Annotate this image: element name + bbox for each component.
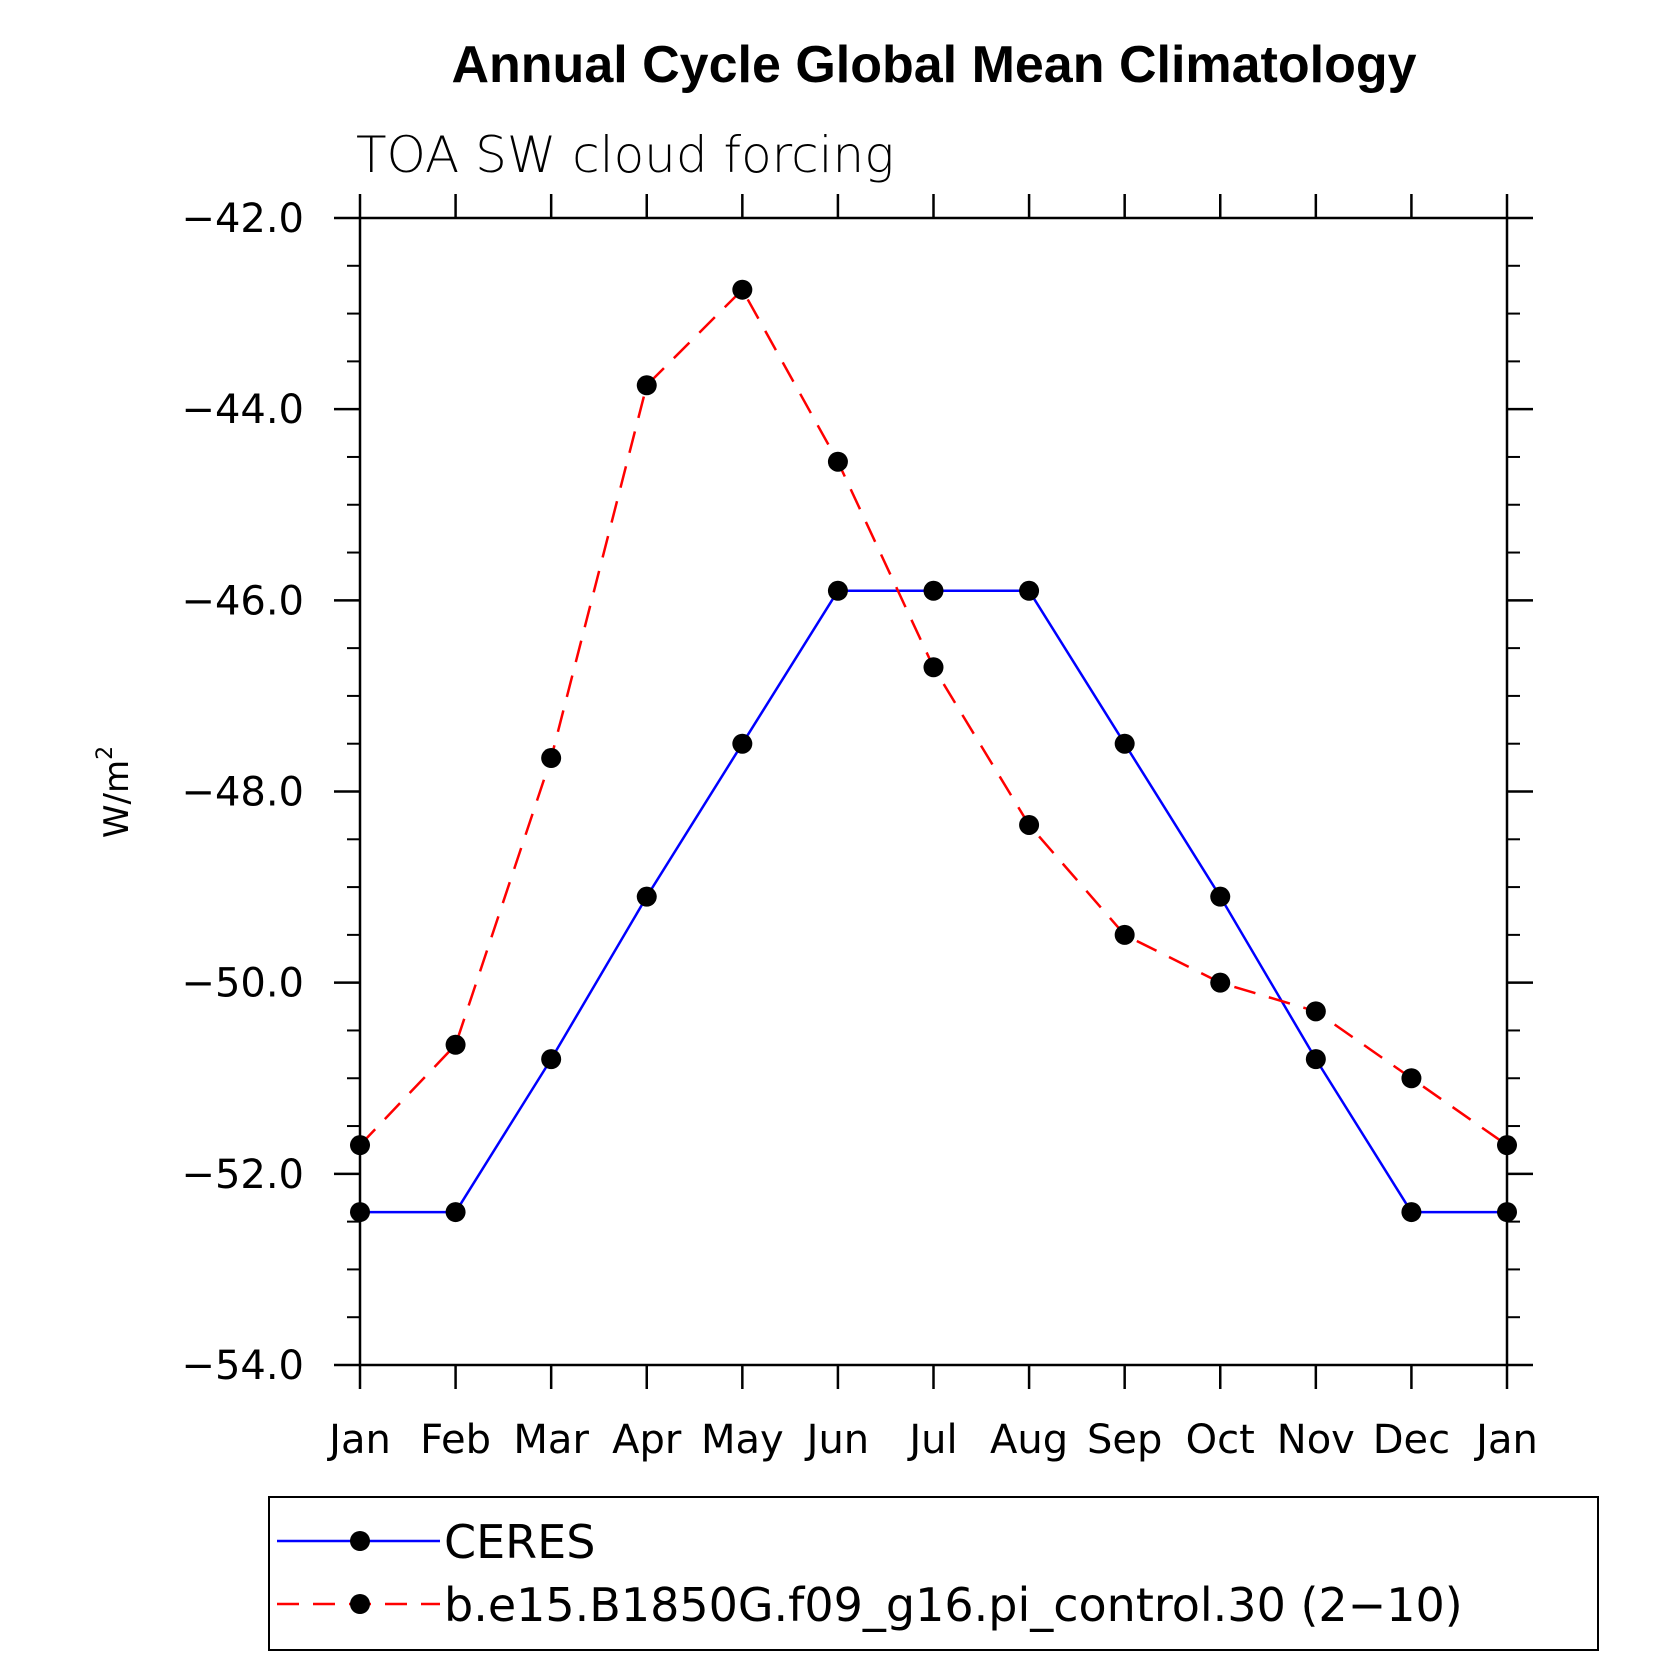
legend-marker — [350, 1594, 370, 1614]
x-tick-label: May — [701, 1417, 784, 1463]
series-line-0 — [360, 589, 1507, 1214]
x-tick-label: Feb — [420, 1417, 491, 1463]
x-tick-label: Apr — [612, 1417, 682, 1463]
svg-text:W/m2: W/m2 — [93, 746, 137, 838]
x-tick-label: Nov — [1277, 1417, 1355, 1463]
data-point — [827, 451, 848, 472]
x-tick-label: Mar — [513, 1417, 589, 1463]
data-point — [827, 580, 848, 601]
series-layer — [350, 279, 1517, 1223]
data-point — [732, 733, 753, 754]
y-axis-label: W/m2 — [93, 746, 137, 838]
legend-marker — [350, 1531, 370, 1551]
x-tick-label: Dec — [1373, 1417, 1450, 1463]
data-point — [1019, 580, 1040, 601]
y-tick-label: −50.0 — [181, 961, 304, 1007]
legend: CERES b.e15.B1850G.f09_g16.pi_control.30 … — [268, 1496, 1599, 1651]
data-point — [1210, 972, 1231, 993]
data-point — [1305, 1049, 1326, 1070]
data-point — [732, 279, 753, 300]
data-point — [636, 886, 657, 907]
data-point — [1401, 1202, 1422, 1223]
axes: Jan Feb Mar Apr May Jun Jul Aug Sep Oct Nov Dec Jan−… — [181, 194, 1538, 1463]
data-point — [923, 657, 944, 678]
legend-box — [268, 1496, 1599, 1651]
data-point — [1114, 924, 1135, 945]
data-point — [636, 375, 657, 396]
data-point — [923, 580, 944, 601]
x-tick-label: Jan — [1473, 1417, 1538, 1463]
data-point — [1210, 886, 1231, 907]
data-point — [445, 1034, 466, 1055]
legend-label: CERES — [444, 1515, 595, 1569]
legend-label: b.e15.B1850G.f09_g16.pi_control.30 (2−10… — [444, 1578, 1463, 1632]
chart-subtitle: TOA SW cloud forcing — [356, 126, 894, 184]
data-point — [350, 1202, 370, 1223]
y-tick-label: −54.0 — [181, 1343, 304, 1389]
x-tick-label: Jan — [326, 1417, 391, 1463]
chart-title: Annual Cycle Global Mean Climatology — [451, 36, 1416, 94]
y-tick-label: −44.0 — [181, 387, 304, 433]
x-tick-label: Jun — [804, 1417, 870, 1463]
data-point — [1497, 1135, 1517, 1156]
data-point — [445, 1202, 466, 1223]
y-tick-label: −52.0 — [181, 1152, 304, 1198]
data-point — [350, 1135, 370, 1156]
data-point — [541, 1049, 562, 1070]
data-point — [1114, 733, 1135, 754]
plot-frame — [358, 216, 1509, 1367]
x-tick-label: Sep — [1087, 1417, 1162, 1463]
series-line-1 — [359, 287, 1508, 1147]
x-tick-label: Oct — [1186, 1417, 1255, 1463]
data-point — [1497, 1202, 1517, 1223]
x-tick-label: Aug — [990, 1417, 1068, 1463]
data-point — [1305, 1001, 1326, 1022]
x-tick-label: Jul — [906, 1417, 957, 1463]
y-tick-label: −48.0 — [181, 770, 304, 816]
y-axis-label-text: W/m — [97, 760, 137, 838]
data-point — [1401, 1068, 1422, 1089]
y-tick-label: −42.0 — [181, 196, 304, 242]
data-point — [1019, 814, 1040, 835]
data-point — [541, 748, 562, 769]
y-tick-label: −46.0 — [181, 578, 304, 624]
y-axis-label-superscript: 2 — [93, 746, 118, 760]
